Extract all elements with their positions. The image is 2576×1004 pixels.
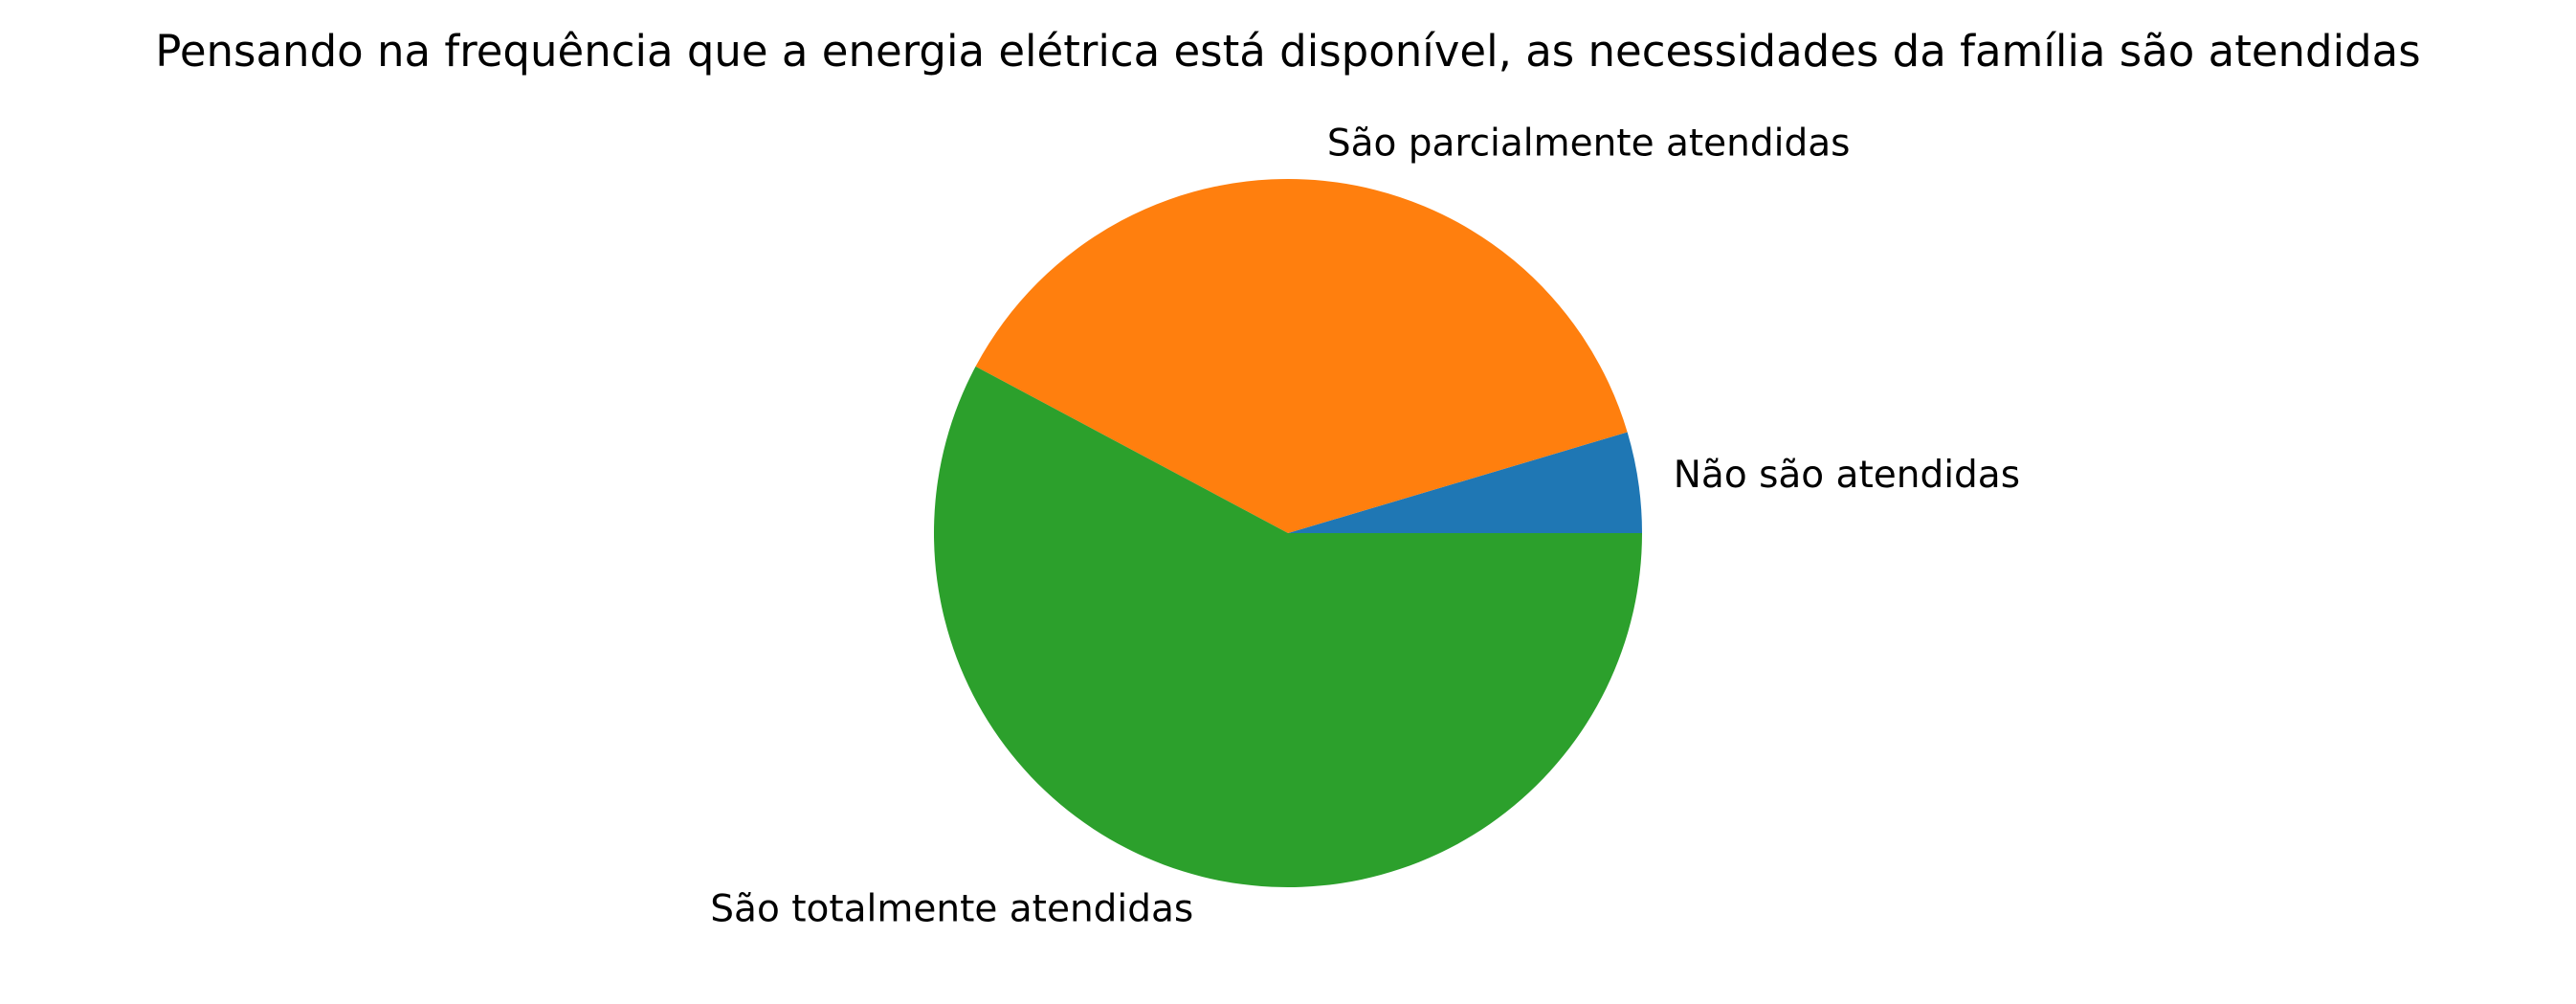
pie-slice-1 bbox=[1288, 432, 1642, 533]
pie-slices bbox=[933, 179, 1642, 887]
pie-slice-3 bbox=[933, 366, 1642, 887]
pie-slice-label-2: São parcialmente atendidas bbox=[1327, 123, 1851, 166]
pie-slice-2 bbox=[975, 179, 1628, 533]
pie-slice-label-1: Não são atendidas bbox=[1674, 454, 2020, 497]
pie-slice-label-3: São totalmente atendidas bbox=[710, 887, 1193, 930]
chart-title: Pensando na frequência que a energia elé… bbox=[155, 26, 2420, 77]
pie-labels: Não são atendidas São parcialmente atendi… bbox=[710, 123, 2020, 931]
